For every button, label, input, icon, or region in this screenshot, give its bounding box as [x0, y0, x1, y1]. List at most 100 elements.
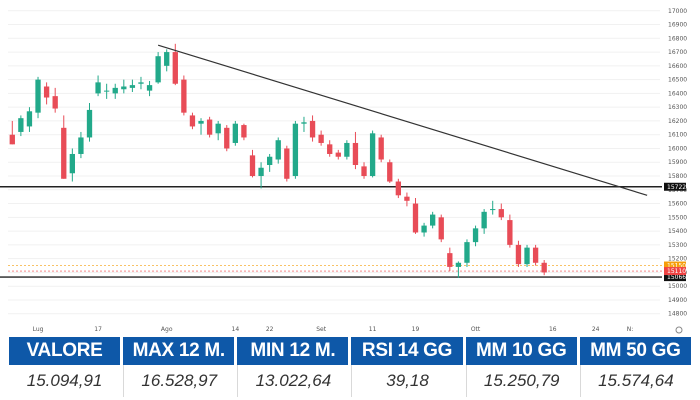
stats-header-row: VALORE MAX 12 M. MIN 12 M. RSI 14 GG MM …: [9, 337, 691, 365]
candle-body-48: [421, 225, 427, 233]
level-badge-label-1: 15066: [667, 274, 686, 281]
candle-body-5: [52, 96, 58, 109]
candle-body-20: [181, 79, 187, 113]
trend-line: [157, 44, 648, 196]
y-tick-label-15: 16300: [668, 104, 687, 111]
candle-body-50: [438, 217, 444, 240]
value-rsi-14gg: 39,18: [351, 365, 462, 397]
x-tick-label-0: Lug: [33, 326, 44, 333]
price-chart: 1480014900150001510015200153001540015500…: [0, 8, 687, 334]
y-tick-label-19: 16700: [668, 49, 687, 56]
candle-body-43: [378, 137, 384, 160]
candle-body-47: [412, 203, 419, 233]
candle-body-37: [327, 144, 333, 154]
candle-body-35: [309, 120, 316, 138]
header-mm-10gg: MM 10 GG: [465, 337, 577, 365]
candle-body-2: [26, 111, 33, 127]
candle-body-3: [35, 79, 41, 113]
candle-body-45: [395, 181, 402, 196]
candle-body-61: [532, 247, 539, 263]
level-badge-0: [664, 182, 686, 191]
x-tick-label-1: 17: [94, 326, 102, 333]
value-min-12m: 13.022,64: [237, 365, 348, 397]
candle-body-6: [61, 127, 67, 179]
y-tick-label-4: 15200: [668, 256, 687, 263]
x-tick-label-5: Set: [316, 326, 327, 333]
y-tick-label-13: 16100: [668, 132, 687, 139]
candle-body-9: [86, 109, 93, 138]
value-mm-50gg: 15.574,64: [579, 365, 691, 397]
candle-body-57: [498, 209, 504, 218]
candle-body-19: [172, 52, 178, 84]
stats-table: VALORE MAX 12 M. MIN 12 M. RSI 14 GG MM …: [6, 337, 694, 397]
candle-body-38: [335, 152, 341, 157]
candle-body-58: [507, 220, 513, 245]
y-tick-label-20: 16800: [668, 35, 687, 42]
y-tick-label-2: 15000: [668, 283, 687, 290]
candle-body-13: [121, 86, 127, 90]
candle-body-39: [344, 142, 350, 157]
candle-body-54: [472, 228, 479, 243]
y-tick-label-5: 15300: [668, 242, 687, 249]
candle-body-52: [455, 262, 462, 267]
candle-body-36: [318, 134, 324, 143]
candle-body-23: [206, 119, 213, 135]
candle-body-18: [164, 52, 170, 66]
candle-body-44: [387, 162, 393, 182]
candle-body-4: [43, 86, 50, 98]
candle-body-41: [361, 166, 367, 177]
candle-body-12: [112, 87, 118, 94]
header-mm-50gg: MM 50 GG: [579, 337, 691, 365]
candle-body-60: [524, 247, 530, 265]
candle-body-25: [224, 127, 230, 149]
candle-body-46: [404, 196, 410, 201]
candle-body-0: [9, 134, 15, 145]
candle-body-62: [541, 262, 547, 273]
x-tick-label-6: 11: [369, 326, 377, 333]
settings-icon: [675, 326, 683, 334]
candle-body-10: [95, 82, 101, 94]
x-tick-label-9: 16: [549, 326, 557, 333]
candle-body-11: [103, 90, 110, 92]
candle-body-24: [215, 123, 221, 134]
candle-body-28: [249, 155, 256, 177]
header-valore: VALORE: [9, 337, 121, 365]
candle-body-14: [129, 85, 136, 88]
candle-body-29: [258, 167, 264, 177]
value-mm-10gg: 15.250,79: [465, 365, 577, 397]
value-max-12m: 16.528,97: [123, 365, 234, 397]
y-tick-label-12: 16000: [668, 145, 687, 152]
y-tick-label-22: 17000: [668, 8, 687, 15]
candle-body-40: [352, 142, 359, 165]
x-tick-label-10: 24: [592, 326, 600, 333]
candle-body-27: [241, 125, 247, 138]
x-tick-label-2: Ago: [161, 326, 173, 333]
x-tick-label-3: 14: [232, 326, 240, 333]
x-tick-label-7: 19: [412, 326, 420, 333]
candle-body-34: [301, 122, 307, 124]
header-rsi-14gg: RSI 14 GG: [351, 337, 463, 365]
candle-body-16: [146, 85, 153, 91]
price-badge-1: [664, 267, 686, 276]
y-tick-label-17: 16500: [668, 77, 687, 84]
candle-body-32: [284, 148, 290, 179]
y-tick-label-18: 16600: [668, 63, 687, 70]
y-tick-label-6: 15400: [668, 228, 687, 235]
price-badge-0: [664, 261, 686, 270]
candle-body-15: [138, 82, 144, 84]
candle-body-31: [275, 140, 281, 160]
candle-body-22: [198, 120, 204, 124]
candle-body-17: [155, 56, 161, 83]
y-tick-label-7: 15500: [668, 214, 687, 221]
y-tick-label-1: 14900: [668, 297, 687, 304]
candle-body-49: [429, 214, 436, 226]
level-badge-label-0: 15722: [667, 184, 686, 191]
y-tick-label-8: 15600: [668, 201, 687, 208]
header-min-12m: MIN 12 M.: [237, 337, 349, 365]
candle-body-33: [292, 123, 299, 177]
level-badge-1: [664, 273, 686, 282]
candle-body-1: [18, 118, 24, 132]
y-tick-label-21: 16900: [668, 22, 687, 29]
candle-body-59: [515, 244, 522, 265]
x-tick-label-8: Ott: [471, 326, 481, 333]
